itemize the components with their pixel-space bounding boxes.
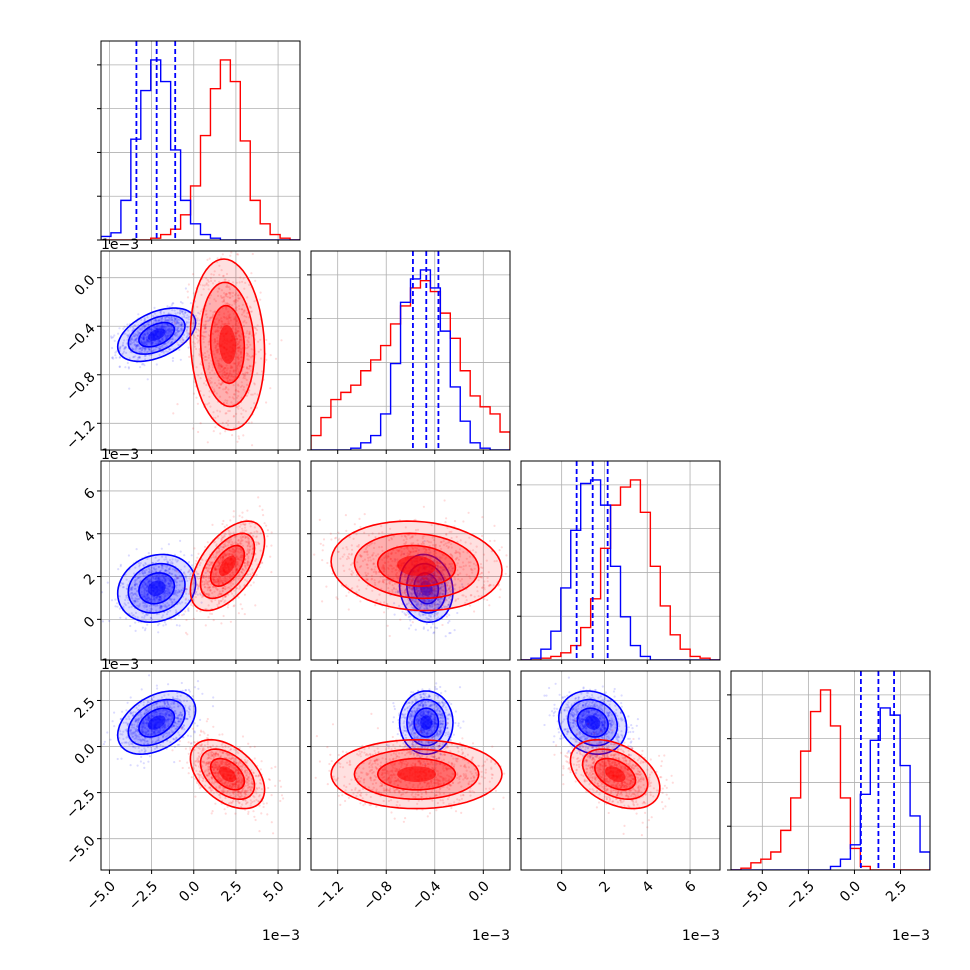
- xtick-label-2-2: 4: [639, 878, 657, 896]
- scatter-1-3-2: [553, 719, 674, 837]
- contour-1-3-2-3: [605, 766, 626, 782]
- xtick-label-3-2: 0.0: [837, 878, 864, 905]
- xtick-label-0-2: 0.0: [176, 878, 203, 905]
- y-offset-label-1: 1e−3: [101, 237, 139, 253]
- contour-1-3-0-3: [219, 766, 236, 782]
- contour-0-3-1-3: [420, 715, 433, 730]
- panel-frame-2-2: [520, 460, 721, 661]
- x-offset-label-1: 1e−3: [472, 928, 510, 944]
- xtick-label-1-0: −1.2: [312, 878, 347, 913]
- panel-frame-1-1: [310, 250, 511, 451]
- panel-1-0: −1.2 −0.8 −0.4 0.0 1e−3: [63, 237, 301, 454]
- contour-0-3-2-3: [585, 715, 601, 730]
- panel-2-0: 0 2 4 6 1e−3: [81, 447, 301, 664]
- xtick-label-0-4: 5.0: [261, 878, 288, 905]
- hist-series_b-1: [311, 280, 510, 450]
- panel-frame-0-0: [100, 40, 301, 241]
- ytick-label-2-0: 0: [81, 614, 99, 632]
- contour-0-2-1-3: [420, 580, 433, 596]
- xtick-label-0-1: −2.5: [126, 878, 161, 913]
- xtick-label-3-3: 2.5: [883, 878, 910, 905]
- ytick-label-3-2: 0.0: [72, 741, 99, 768]
- contour-0-2-0-3: [147, 580, 166, 596]
- hist-series_a-2: [521, 479, 720, 660]
- ytick-label-3-1: −2.5: [63, 787, 98, 822]
- panel-frame-2-1: [310, 460, 511, 661]
- contour-1-3-1-3: [397, 766, 436, 782]
- ytick-label-3-0: −5.0: [63, 833, 98, 868]
- hist-series_a-1: [311, 269, 510, 450]
- hist-series_a-0: [101, 59, 300, 240]
- panel-0-0: [97, 40, 301, 244]
- panel-2-1: [307, 460, 511, 664]
- panel-frame-3-1: [310, 670, 511, 871]
- xtick-label-1-3: 0.0: [466, 878, 493, 905]
- xtick-label-2-0: 0: [554, 878, 572, 896]
- ytick-label-1-1: −0.8: [63, 369, 98, 404]
- contour-0-1-0-3: [147, 328, 166, 341]
- xtick-label-3-1: −2.5: [783, 878, 818, 913]
- panel-frame-2-0: [100, 460, 301, 661]
- ytick-label-3-3: 2.5: [72, 695, 99, 722]
- xtick-label-2-1: 2: [596, 878, 614, 896]
- panel-frame-3-0: [100, 670, 301, 871]
- contour-1-1-0-3: [219, 325, 236, 364]
- xtick-label-2-3: 6: [682, 878, 700, 896]
- x-offset-label-0: 1e−3: [262, 928, 300, 944]
- panel-2-2: [517, 460, 721, 664]
- contour-1-2-0-3: [219, 555, 236, 576]
- hist-series_b-2: [521, 479, 720, 660]
- hist-series_a-3: [731, 707, 930, 870]
- panel-1-1: [307, 250, 511, 454]
- x-offset-label-3: 1e−3: [892, 928, 930, 944]
- ytick-label-1-2: −0.4: [63, 321, 98, 356]
- xtick-label-1-1: −0.8: [360, 878, 395, 913]
- panel-frame-3-2: [520, 670, 721, 871]
- xtick-label-1-2: −0.4: [409, 878, 444, 913]
- panel-frame-1-0: [100, 250, 301, 451]
- panel-3-1: −1.2 −0.8 −0.4 0.0 1e−3: [307, 670, 511, 944]
- contour-0-3-0-3: [147, 715, 166, 730]
- ytick-label-2-3: 6: [81, 485, 99, 503]
- hist-series_b-3: [731, 689, 930, 870]
- panel-frame-3-3: [730, 670, 931, 871]
- x-offset-label-2: 1e−3: [682, 928, 720, 944]
- xtick-label-3-0: −5.0: [737, 878, 772, 913]
- hist-series_b-0: [101, 59, 300, 240]
- ytick-label-2-2: 4: [81, 528, 99, 546]
- ytick-label-2-1: 2: [81, 571, 99, 589]
- y-offset-label-3: 1e−3: [101, 657, 139, 673]
- xtick-label-0-3: 2.5: [218, 878, 245, 905]
- ytick-label-1-0: −1.2: [63, 418, 98, 453]
- y-offset-label-2: 1e−3: [101, 447, 139, 463]
- panel-3-2: 0 2 4 6 1e−3: [517, 670, 721, 944]
- contour-1-2-1-3: [397, 555, 436, 576]
- panel-3-3: −5.0 −2.5 0.0 2.5 1e−3: [727, 670, 931, 944]
- xtick-label-0-0: −5.0: [84, 878, 119, 913]
- panel-3-0: −5.0−2.50.02.51e−3−5.0 −2.5 0.0 2.5 5.01e−3: [63, 657, 301, 944]
- ytick-label-1-3: 0.0: [72, 272, 99, 299]
